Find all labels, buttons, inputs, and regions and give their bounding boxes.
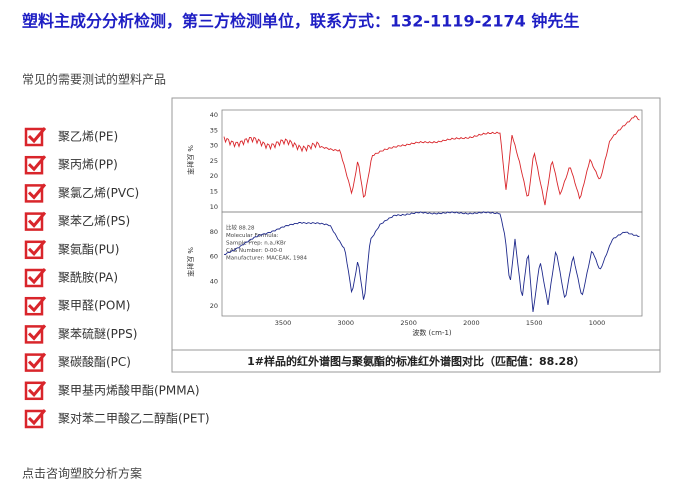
check-box [24,268,44,288]
y-label: % 反射率 [186,247,195,277]
check-mark [27,155,47,172]
x-tick-label: 1000 [589,319,606,327]
check-box [24,353,44,372]
check-mark [27,352,47,369]
y-tick-label: 60 [210,253,218,261]
figure-frame [171,97,661,373]
x-tick-label: 1500 [526,319,543,327]
section-title: 常见的需要测试的塑料产品 [22,72,166,87]
product-item: 聚乙烯(PE) [58,130,118,144]
product-item: 聚丙烯(PP) [58,158,118,172]
x-tick-label: 2500 [400,319,417,327]
check-box [24,155,44,175]
y-label: % 反射率 [186,145,195,175]
header-title: 塑料主成分分析检测，第三方检测单位，联系方式：132-1119-2174 钟先生 [22,12,579,31]
spectrum-annotation: CAS Number: 0-00-0 [226,248,283,254]
check-mark [27,268,47,285]
y-tick-label: 10 [210,203,218,211]
check-box [24,240,44,260]
y-tick-label: 25 [210,157,218,165]
y-tick-label: 40 [210,111,218,119]
y-tick-label: 30 [210,142,218,150]
y-tick-label: 15 [210,188,218,196]
product-item: 聚甲醛(POM) [58,298,130,313]
spectrum-annotation: Manufacturer: MACEAK, 1984 [226,256,307,262]
check-mark [27,127,47,144]
spectrum-line [223,115,640,206]
check-mark [27,239,47,257]
check-box [24,381,44,401]
x-tick-label: 2000 [463,319,480,327]
product-item: 聚氯乙烯(PVC) [58,186,139,200]
check-mark [27,296,47,313]
spectrum-annotation: Molecular Formula: [226,233,279,239]
figure-caption: 1#样品的红外谱图与聚氨酯的标准红外谱图对比（匹配值：88.28） [247,354,585,368]
spectrum-line [223,211,640,312]
product-item: 聚氨酯(PU) [58,242,119,256]
x-tick-label: 3500 [275,319,292,327]
product-item: 聚碳酸酯(PC) [58,354,131,369]
spectrum-annotation: 比较 88.28 [226,224,255,232]
product-item: 聚苯硫醚(PPS) [58,326,137,341]
y-tick-label: 20 [210,302,218,310]
check-box [24,296,44,316]
product-item: 聚酰胺(PA) [58,271,118,285]
footer-link[interactable]: 点击咨询塑胶分析方案 [22,466,142,481]
product-item: 聚苯乙烯(PS) [58,214,130,228]
check-box [24,127,44,147]
y-tick-label: 80 [210,228,218,236]
check-mark [27,211,47,228]
x-label: 波数 (cm-1) [412,328,452,337]
check-mark [27,324,47,341]
y-tick-label: 40 [210,277,218,285]
x-tick-label: 3000 [338,319,355,327]
y-tick-label: 20 [210,172,218,180]
check-box [24,212,44,231]
product-item: 聚甲基丙烯酸甲酯(PMMA) [58,382,200,397]
check-mark [27,183,47,200]
spectrum-annotation: Sample Prep: n.a./KBr [226,241,287,247]
check-box [24,325,44,344]
check-box [24,409,44,429]
check-mark [27,409,47,426]
check-box [24,184,44,203]
bottom-plot-frame [221,211,643,317]
y-tick-label: 35 [210,126,218,134]
product-item: 聚对苯二甲酸乙二醇酯(PET) [58,411,210,426]
check-mark [27,380,47,398]
